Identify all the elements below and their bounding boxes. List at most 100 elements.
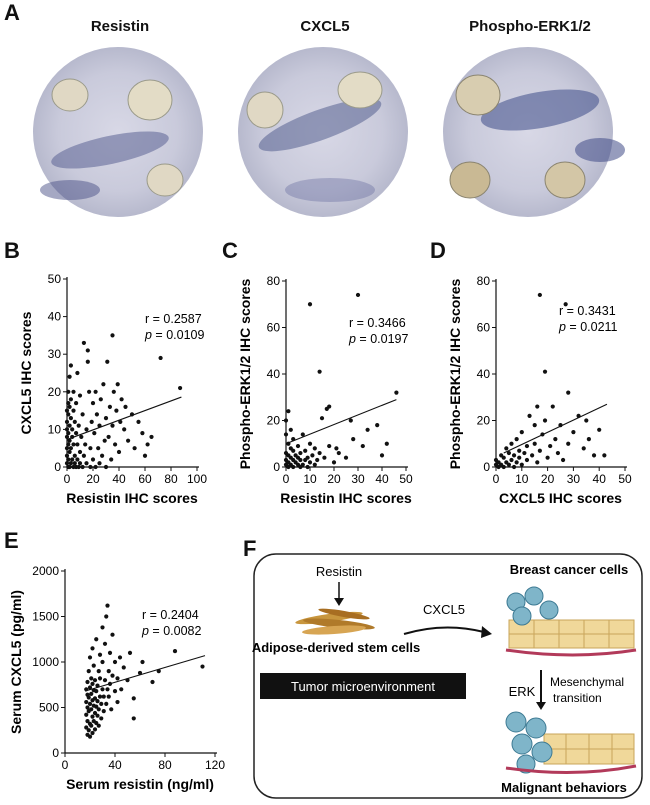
- data-point: [75, 442, 80, 447]
- data-point: [113, 442, 118, 447]
- data-point: [64, 446, 70, 451]
- data-point: [92, 696, 98, 701]
- data-point: [136, 419, 141, 424]
- x-tick-label: 30: [351, 472, 365, 486]
- data-point: [537, 448, 542, 453]
- data-point: [126, 438, 131, 443]
- panel-letter-f: F: [243, 536, 257, 561]
- y-axis-label: Phospho-ERK1/2 IHC scores: [237, 278, 253, 469]
- data-point: [72, 419, 77, 424]
- data-point: [90, 681, 95, 686]
- data-point: [283, 418, 289, 423]
- x-tick-label: 80: [164, 472, 178, 486]
- data-point: [315, 457, 320, 463]
- data-point: [64, 419, 70, 424]
- data-point: [132, 446, 137, 451]
- data-point: [72, 453, 77, 458]
- p-number: = 0.0211: [566, 320, 618, 334]
- p-symbol: p: [141, 624, 149, 638]
- data-point: [586, 437, 591, 442]
- data-point: [123, 404, 128, 409]
- data-point: [101, 709, 106, 714]
- x-tick-label: 60: [138, 472, 152, 486]
- data-point: [122, 427, 127, 432]
- data-point: [105, 687, 110, 692]
- data-point: [584, 418, 589, 423]
- data-point: [566, 390, 571, 395]
- correlation-r: r = 0.2404: [142, 608, 199, 622]
- data-point: [307, 441, 313, 446]
- x-tick-label: 100: [187, 472, 207, 486]
- data-point: [560, 457, 566, 463]
- data-point: [298, 457, 303, 463]
- scatter-chart-c: 0 10 20 30 40 50 0 20 40 60 80 Resistin IHC scores P…: [237, 274, 413, 506]
- y-tick-label: 50: [48, 272, 62, 286]
- data-point: [283, 432, 289, 437]
- data-point: [91, 663, 96, 668]
- data-point: [172, 648, 178, 654]
- regression-line: [66, 396, 182, 441]
- data-point: [127, 650, 133, 655]
- x-tick-label: 50: [399, 472, 413, 486]
- data-point: [535, 404, 540, 409]
- panel-letter-e: E: [4, 528, 19, 553]
- schematic-diagram: Resistin Adipose-derived stem cells CXCL…: [252, 553, 643, 799]
- data-point: [104, 614, 109, 619]
- label-tumor-microenvironment: Tumor microenvironment: [291, 679, 435, 694]
- data-point: [66, 389, 71, 394]
- data-point: [93, 464, 98, 470]
- y-tick-label: 0: [483, 460, 490, 474]
- label-malignant-behaviors: Malignant behaviors: [501, 780, 627, 795]
- data-point: [548, 443, 553, 449]
- correlation-r: r = 0.3466: [349, 316, 406, 330]
- data-point: [90, 646, 95, 651]
- y-axis-label: Phospho-ERK1/2 IHC scores: [447, 278, 463, 469]
- data-point: [142, 453, 148, 458]
- label-cxcl5: CXCL5: [423, 602, 465, 617]
- data-point: [66, 412, 71, 417]
- data-point: [545, 455, 550, 460]
- data-point: [532, 423, 537, 428]
- data-point: [524, 457, 530, 463]
- data-point: [96, 446, 101, 451]
- data-point: [553, 437, 558, 442]
- data-point: [524, 443, 530, 449]
- data-point: [106, 669, 111, 674]
- regression-line: [84, 655, 206, 692]
- data-point: [86, 669, 91, 674]
- data-point: [291, 464, 296, 470]
- ihc-image-strip: [33, 47, 625, 217]
- data-point: [110, 423, 115, 428]
- label-mesenchymal: Mesenchymal: [550, 675, 624, 689]
- data-point: [555, 450, 561, 456]
- y-tick-label: 0: [54, 460, 61, 474]
- x-tick-label: 40: [108, 758, 122, 772]
- arrow-cxcl5: [403, 626, 485, 635]
- x-axis-label: Serum resistin (ng/ml): [66, 776, 214, 792]
- x-tick-label: 0: [283, 472, 290, 486]
- y-tick-label: 60: [267, 321, 281, 335]
- data-point: [92, 678, 98, 683]
- data-point: [85, 679, 90, 685]
- tme-box: [260, 673, 466, 699]
- data-point: [97, 461, 102, 466]
- label-erk: ERK: [509, 684, 536, 699]
- data-point: [514, 460, 519, 465]
- data-point: [121, 665, 126, 670]
- x-tick-label: 0: [493, 472, 500, 486]
- data-point: [581, 446, 586, 451]
- y-axis-label: Serum CXCL5 (pg/ml): [8, 590, 24, 734]
- label-resistin: Resistin: [316, 564, 362, 579]
- data-point: [94, 689, 99, 694]
- data-point: [67, 374, 72, 379]
- data-point: [64, 427, 70, 432]
- data-point: [64, 461, 70, 466]
- p-value: p = 0.0197: [348, 332, 408, 346]
- data-point: [305, 455, 310, 460]
- p-symbol: p: [144, 328, 152, 342]
- data-point: [140, 431, 145, 436]
- data-point: [542, 418, 548, 423]
- data-point: [319, 416, 325, 421]
- data-point: [94, 637, 99, 642]
- data-point: [351, 437, 356, 442]
